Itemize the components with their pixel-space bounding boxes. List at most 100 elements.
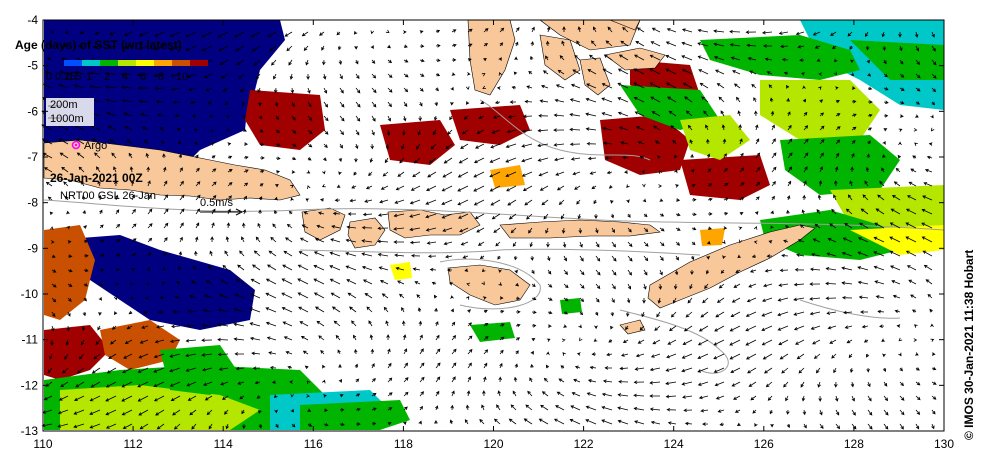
current-arrow	[90, 381, 101, 388]
current-arrow	[482, 85, 487, 89]
current-arrow	[107, 125, 117, 131]
current-arrow	[748, 381, 757, 387]
current-arrow	[905, 236, 917, 243]
current-arrow	[314, 306, 325, 313]
current-arrow	[558, 378, 565, 383]
current-arrow	[658, 283, 663, 290]
current-arrow	[642, 298, 646, 304]
current-arrow	[908, 181, 917, 187]
current-arrow	[515, 337, 521, 341]
current-arrow	[650, 353, 661, 358]
current-arrow	[371, 101, 377, 108]
current-arrow	[337, 349, 341, 355]
current-arrow	[73, 84, 85, 89]
current-arrow	[499, 349, 504, 355]
current-arrow	[322, 73, 327, 80]
current-arrow	[147, 223, 153, 229]
current-arrow	[67, 283, 73, 287]
current-arrow	[526, 213, 533, 220]
current-arrow	[355, 115, 361, 122]
current-arrow	[43, 83, 53, 89]
current-arrow	[512, 241, 517, 247]
current-arrow	[473, 185, 485, 192]
current-arrow	[66, 225, 70, 230]
y-tick-label: -11	[22, 333, 39, 347]
current-arrow	[275, 156, 281, 160]
current-arrow	[749, 269, 757, 273]
current-arrow	[781, 57, 789, 62]
current-arrow	[380, 185, 389, 190]
current-arrow	[862, 194, 869, 201]
current-arrow	[883, 128, 888, 132]
current-arrow	[297, 292, 309, 299]
current-arrow	[482, 390, 486, 397]
current-arrow	[237, 264, 245, 271]
current-arrow	[706, 255, 710, 260]
current-arrow	[682, 339, 693, 345]
current-arrow	[450, 86, 454, 91]
current-arrow	[915, 45, 919, 52]
current-arrow	[603, 141, 613, 146]
current-arrow	[547, 310, 553, 315]
current-arrow	[915, 101, 921, 105]
current-arrow	[531, 269, 535, 275]
current-arrow	[579, 337, 583, 342]
current-arrow	[675, 198, 681, 202]
x-tick-label: 120	[483, 437, 503, 451]
current-arrow	[545, 227, 549, 234]
current-arrow	[322, 170, 326, 175]
current-arrow	[563, 311, 569, 315]
current-arrow	[339, 408, 345, 412]
current-arrow	[722, 138, 727, 145]
current-arrow	[323, 115, 329, 122]
current-arrow	[595, 269, 601, 276]
current-arrow	[601, 97, 613, 103]
current-arrow	[541, 391, 549, 397]
current-arrow	[739, 138, 743, 145]
current-arrow	[713, 29, 725, 33]
current-arrow	[558, 199, 565, 205]
current-arrow	[715, 69, 725, 75]
current-arrow	[585, 127, 597, 131]
current-arrow	[266, 336, 277, 341]
current-arrow	[395, 185, 405, 191]
current-arrow	[521, 143, 533, 148]
current-arrow	[137, 86, 149, 90]
current-arrow	[353, 334, 357, 341]
current-arrow	[450, 101, 454, 106]
current-arrow	[587, 379, 597, 383]
current-arrow	[339, 394, 344, 398]
current-arrow	[618, 126, 629, 131]
current-arrow	[211, 129, 215, 133]
current-arrow	[498, 57, 502, 61]
current-arrow	[383, 306, 389, 313]
current-arrow	[109, 31, 117, 36]
current-arrow	[690, 153, 694, 159]
current-arrow	[434, 419, 438, 425]
current-arrow	[510, 404, 517, 411]
current-arrow	[525, 404, 533, 411]
current-arrow	[513, 71, 518, 76]
current-arrow	[128, 152, 133, 159]
current-arrow	[153, 395, 165, 402]
current-arrow	[817, 381, 821, 388]
current-arrow	[579, 311, 584, 316]
current-arrow	[787, 180, 792, 187]
current-arrow	[305, 59, 309, 66]
current-arrow	[658, 170, 663, 174]
current-arrow	[465, 404, 470, 411]
current-arrow	[915, 114, 919, 118]
current-arrow	[753, 225, 758, 230]
current-arrow	[209, 114, 214, 118]
current-arrow	[639, 325, 645, 331]
current-arrow	[156, 325, 165, 329]
current-arrow	[427, 254, 437, 259]
current-arrow	[258, 115, 263, 120]
current-arrow	[89, 423, 101, 429]
current-arrow	[700, 408, 709, 413]
current-arrow	[899, 395, 905, 401]
current-arrow	[306, 380, 311, 385]
current-arrow	[269, 45, 277, 52]
current-arrow	[546, 241, 550, 248]
current-arrow	[172, 309, 181, 314]
